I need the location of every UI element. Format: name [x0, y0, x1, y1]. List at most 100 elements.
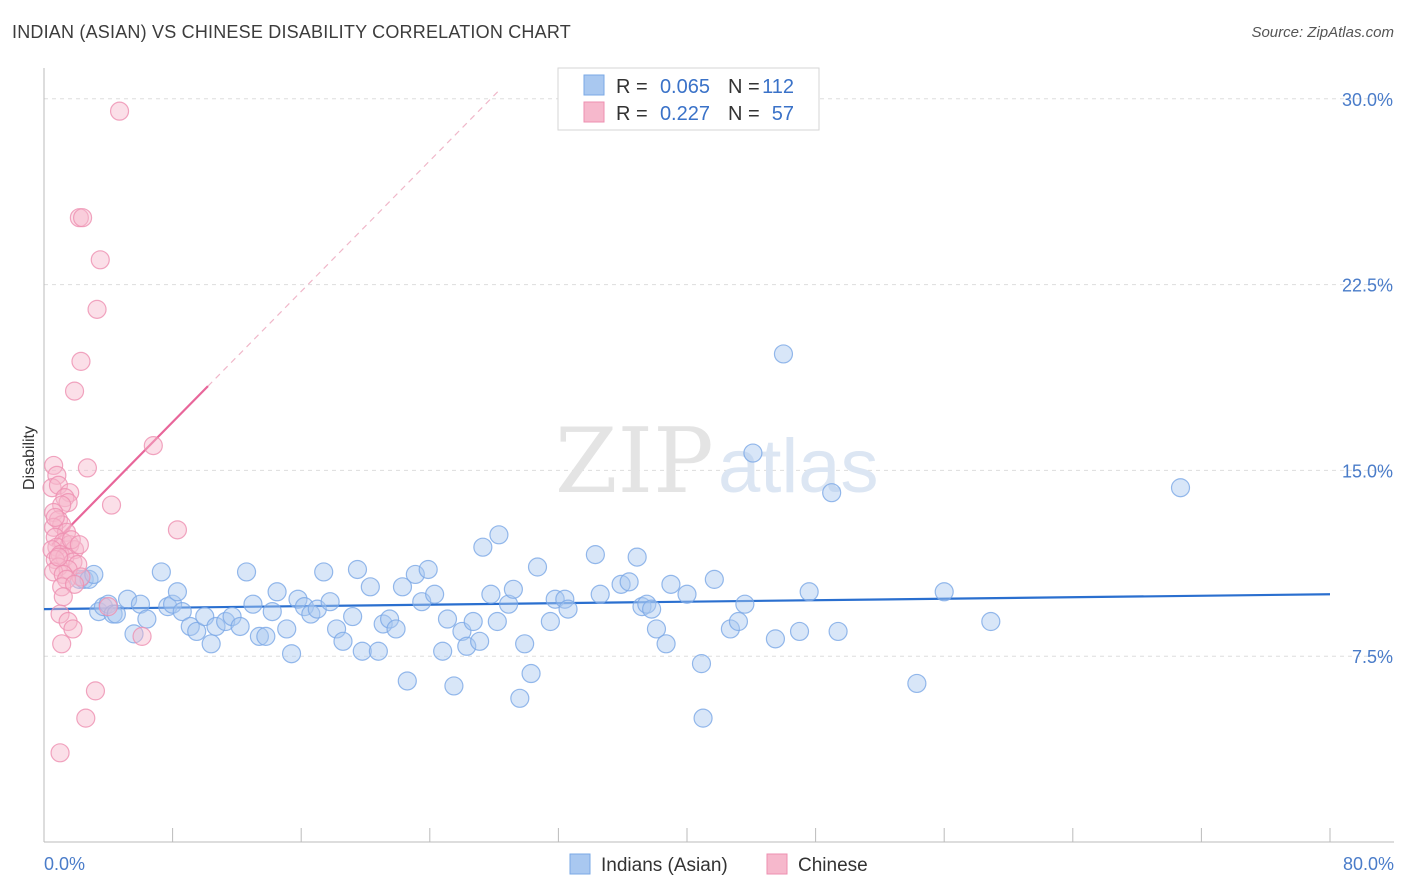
chinese-point: [98, 597, 118, 617]
indian-point: [765, 629, 786, 649]
chinese-point: [71, 567, 91, 587]
chinese-point: [50, 604, 70, 624]
chinese-point: [53, 587, 73, 607]
data-points: [42, 101, 1191, 763]
indian-point: [206, 616, 226, 637]
indian-point: [392, 577, 413, 597]
legend-swatch-indian: [583, 74, 605, 96]
indian-point: [828, 621, 848, 642]
indian-point: [368, 641, 388, 661]
source-label: Source: ZipAtlas.com: [1251, 24, 1394, 41]
indian-point: [243, 594, 263, 614]
indian-point: [320, 592, 340, 612]
indian-point: [433, 641, 453, 661]
legend-r-value: 0.065: [660, 76, 710, 98]
indian-point: [167, 582, 188, 602]
legend-swatch-chinese: [583, 101, 605, 123]
indian-point: [1170, 478, 1191, 498]
bottom-legend-label-chinese: Chinese: [798, 855, 868, 876]
indian-point: [661, 574, 681, 594]
legend-r-label: R =: [616, 103, 648, 125]
chinese-point: [143, 436, 163, 456]
x-tick-label: 80.0%: [1343, 854, 1394, 874]
legend-n-value: 57: [772, 103, 794, 125]
chinese-point: [72, 208, 93, 228]
chinese-point: [64, 381, 85, 401]
legend-n-value: 112: [762, 76, 794, 98]
indian-point: [481, 584, 501, 604]
indian-point: [558, 599, 578, 619]
indian-point: [230, 616, 250, 637]
indian-point: [151, 562, 171, 582]
chinese-point: [87, 299, 107, 319]
indian-point: [201, 634, 221, 654]
stats-legend: R = 0.065 N = 112 R = 0.227 N = 57: [557, 67, 820, 131]
bottom-legend-swatch-indian: [569, 853, 591, 875]
indian-point: [656, 634, 676, 654]
indian-point: [498, 594, 519, 614]
indian-point: [503, 579, 523, 599]
indian-point: [124, 624, 144, 644]
indian-point: [405, 564, 425, 585]
indian-point: [527, 557, 548, 577]
series-legend: Indians (Asian) Chinese: [569, 853, 868, 876]
chinese-point: [45, 507, 65, 528]
indian-point: [418, 559, 438, 580]
indian-point: [347, 559, 368, 580]
indian-point: [789, 621, 810, 642]
chinese-point: [77, 458, 98, 478]
indian-point: [646, 619, 667, 639]
indian-point: [106, 604, 126, 624]
y-tick-label: 30.0%: [1342, 90, 1393, 110]
indian-point: [720, 619, 741, 639]
indian-point: [907, 673, 927, 694]
x-tick-label: 0.0%: [44, 854, 85, 874]
indian-trend-line: [43, 593, 1331, 611]
indian-point: [373, 614, 393, 634]
chinese-point: [85, 681, 106, 701]
indian-point: [473, 537, 493, 557]
chinese-point: [71, 351, 91, 371]
chinese-point: [64, 574, 85, 594]
indian-point: [386, 619, 406, 639]
legend-n-label: N =: [728, 103, 760, 125]
indian-point: [352, 641, 372, 661]
watermark-zip: ZIP: [555, 409, 714, 514]
chinese-point: [76, 708, 96, 728]
watermark-atlas: atlas: [718, 424, 879, 509]
indian-point: [799, 582, 819, 602]
indian-point: [487, 611, 507, 632]
bottom-legend-swatch-chinese: [766, 853, 788, 875]
indian-point: [627, 547, 647, 567]
indian-point: [743, 443, 763, 463]
indian-point: [457, 636, 477, 656]
indian-point: [822, 483, 842, 503]
chinese-trend-line: [51, 385, 209, 546]
indian-point: [281, 644, 302, 664]
indian-point: [735, 594, 755, 614]
indian-point: [425, 584, 445, 604]
indian-point: [470, 631, 490, 651]
indian-point: [216, 611, 236, 632]
chinese-point: [101, 495, 122, 515]
indian-point: [691, 654, 712, 674]
indian-point: [545, 589, 565, 609]
indian-point: [314, 562, 334, 582]
y-tick-label: 15.0%: [1342, 461, 1393, 481]
legend-r-label: R =: [616, 76, 648, 98]
indian-point: [262, 601, 282, 622]
chinese-point: [132, 626, 152, 646]
indian-point: [380, 609, 400, 629]
chinese-point: [90, 250, 110, 270]
indian-point: [642, 599, 662, 619]
chinese-point: [47, 465, 67, 485]
indian-point: [301, 604, 321, 624]
y-tick-label: 22.5%: [1342, 276, 1393, 296]
chinese-point: [68, 554, 88, 575]
chinese-point: [50, 743, 70, 763]
indian-point: [521, 663, 541, 684]
indian-point: [510, 688, 530, 708]
indian-point: [515, 634, 535, 654]
legend-r-value: 0.227: [660, 103, 710, 125]
